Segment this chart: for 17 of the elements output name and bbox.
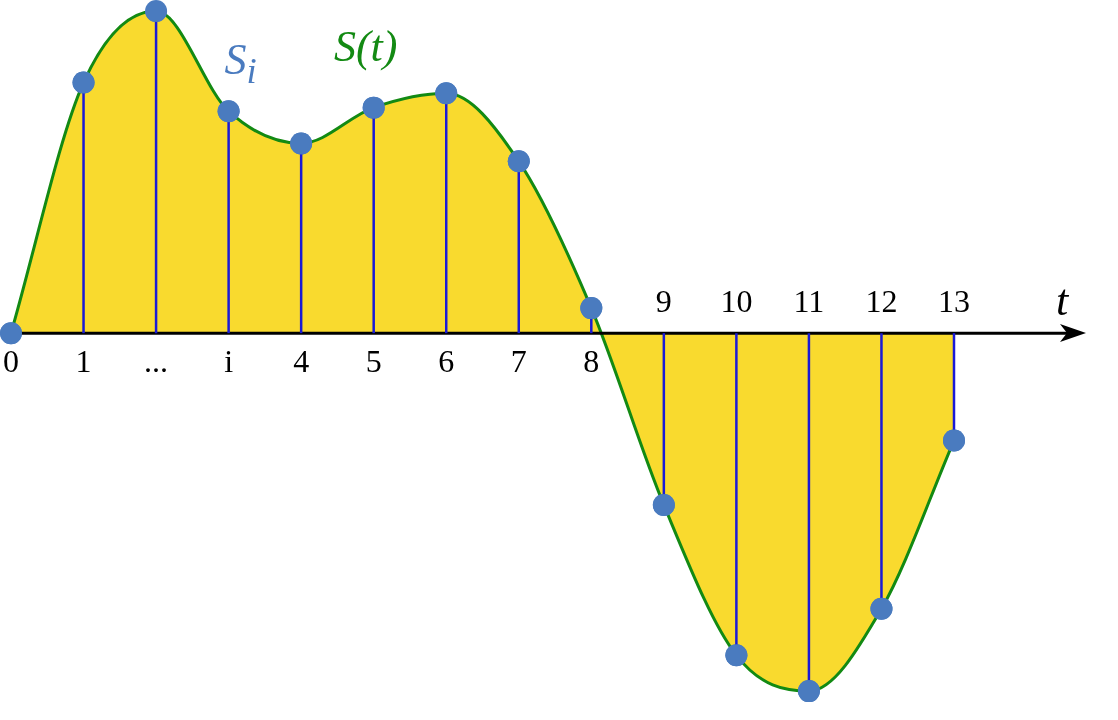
x-tick-label: 5 <box>365 342 382 379</box>
x-tick-label: 0 <box>3 342 19 379</box>
x-tick-label: 4 <box>293 342 310 379</box>
x-tick-label: 10 <box>720 282 753 319</box>
x-tick-label: 8 <box>583 342 600 379</box>
x-tick-label: 7 <box>510 342 527 379</box>
series-label: S(t) <box>333 20 398 72</box>
x-tick-label: 12 <box>865 282 898 319</box>
x-tick-label: 1 <box>75 342 92 379</box>
x-tick-label: 13 <box>938 282 970 319</box>
x-tick-label: i <box>224 342 234 379</box>
x-tick-label: ... <box>144 342 169 379</box>
x-tick-label: 11 <box>793 282 825 319</box>
series-label: S$_{i}$ <box>224 33 257 93</box>
x-axis-title: t <box>1055 275 1070 325</box>
x-tick-label: 9 <box>655 282 672 319</box>
x-tick-label: 6 <box>438 342 455 379</box>
